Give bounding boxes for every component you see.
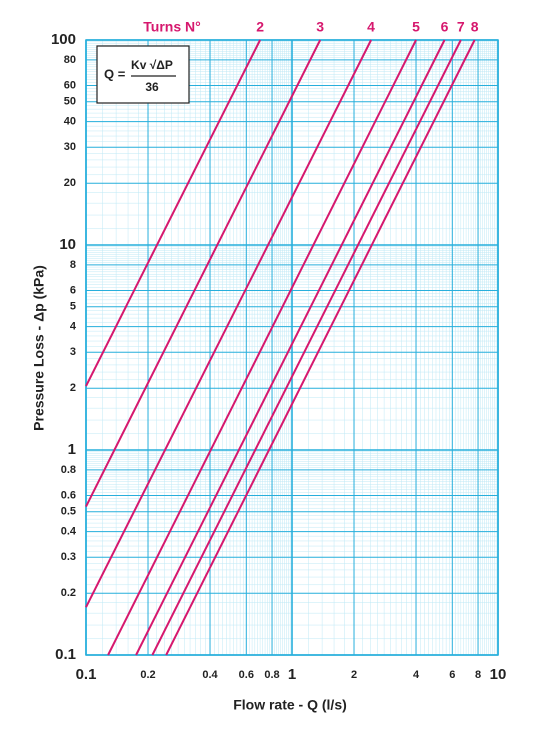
y-tick-label: 40 [64,115,76,127]
y-tick-label: 100 [51,31,76,48]
y-tick-label: 3 [70,346,76,358]
x-tick-label: 1 [288,666,296,683]
y-tick-label: 0.2 [61,587,76,599]
y-tick-label: 2 [70,382,76,394]
series-label: 6 [441,19,449,35]
formula-numerator: Kv √ΔP [131,58,173,72]
series-line [85,39,261,387]
x-tick-label: 8 [475,669,481,681]
y-tick-label: 10 [59,236,76,253]
series-line [165,39,476,656]
series-line [85,39,322,507]
series-label: 7 [457,19,465,35]
legend-title: Turns N° [143,19,200,35]
series-label: 4 [367,19,375,35]
y-tick-label: 6 [70,284,76,296]
x-tick-label: 0.4 [202,669,218,681]
series-line [107,39,417,656]
y-tick-label: 60 [64,79,76,91]
y-tick-label: 0.6 [61,489,76,501]
y-tick-label: 0.1 [55,646,76,663]
y-axis-title: Pressure Loss - Δp (kPa) [31,265,47,431]
series-line [85,39,372,608]
series-label: 5 [412,19,420,35]
y-tick-label: 0.4 [61,525,77,537]
formula-lhs: Q = [104,66,126,81]
x-axis-title: Flow rate - Q (l/s) [233,697,347,713]
y-tick-label: 0.5 [61,506,76,518]
y-tick-label: 50 [64,96,76,108]
y-tick-label: 8 [70,259,76,271]
formula-box [96,45,190,104]
y-tick-label: 30 [64,141,76,153]
series-label: 3 [316,19,324,35]
formula-denominator: 36 [145,80,159,94]
x-tick-label: 0.1 [76,666,97,683]
y-tick-label: 20 [64,177,76,189]
formula: Q = Kv √ΔP 36 [96,45,190,104]
y-tick-label: 0.3 [61,551,76,563]
x-tick-label: 6 [449,669,455,681]
y-tick-label: 1 [68,441,76,458]
series-label: 8 [471,19,479,35]
x-tick-label: 2 [351,669,357,681]
series-line [135,39,446,656]
x-tick-label: 0.6 [239,669,254,681]
y-tick-label: 5 [70,301,76,313]
x-tick-label: 10 [490,666,507,683]
x-tick-label: 4 [413,669,420,681]
y-tick-label: 0.8 [61,464,76,476]
x-tick-label: 0.2 [140,669,155,681]
y-tick-label: 80 [64,54,76,66]
plot-border [85,39,499,656]
x-tick-label: 0.8 [264,669,279,681]
series-line [151,39,462,656]
y-tick-label: 4 [70,320,77,332]
series-label: 2 [256,19,264,35]
